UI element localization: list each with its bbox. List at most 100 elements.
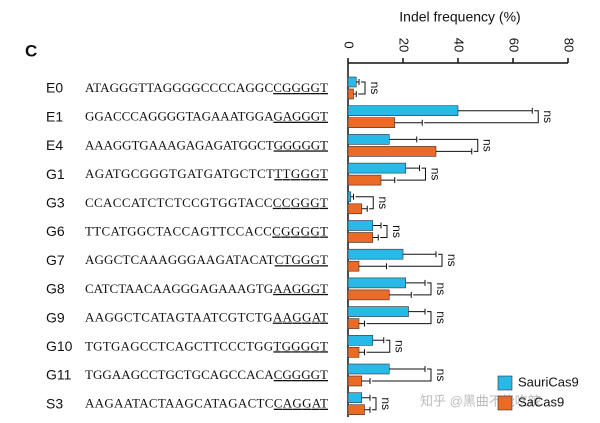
error-bar [389,136,418,143]
error-bar [405,165,420,172]
sequence-body: CATCTAACAAGGGAGAAAGTG [85,281,273,296]
sequence-body: AAGGCTCATAGTAATCGTCTG [85,310,273,325]
annotation: ns [434,311,448,324]
pam: CTGGGT [275,252,328,267]
annotation: ns [368,82,382,95]
sequence-body: AAAGGTGAAAGAGAGATGGCT [85,137,274,152]
legend-swatch [497,395,513,411]
row-label: E1 [46,108,63,124]
x-tick-label: 60 [507,38,522,52]
bar [347,248,404,260]
axis-title: Indel frequency (%) [399,9,520,25]
sequence-body: TGGAAGCCTGCTGCAGCCACA [85,367,274,382]
bar [347,260,360,272]
sequence: AGGCTCAAAGGGAAGATACATCTGGGT [85,252,328,267]
bar [347,346,360,358]
row-label: G10 [46,338,73,354]
x-tick-label: 40 [452,38,467,52]
bracket [424,110,539,124]
bar [347,174,382,186]
error-bar [372,234,379,241]
error-bar [353,91,357,97]
error-bar [359,320,365,327]
bracket [366,339,391,353]
sequence-body: CCACCATCTCTCCGTGGTACC [85,195,272,210]
bar [347,203,363,215]
row-label: S3 [46,395,63,411]
pam: CCGGGT [273,195,328,210]
error-bar [389,366,426,372]
pam: CGGGGT [272,223,328,238]
sequence: GGACCCAGGGGTAGAAATGGAGAGGGT [85,109,328,124]
bar [347,392,363,404]
bar [347,146,437,157]
annotation: ns [393,340,407,353]
error-bar [403,251,437,258]
error-bar [361,394,371,401]
sequence: ATAGGGTTAGGGGCCCCAGGCCGGGGT [85,80,328,95]
sequence: TGTGAGCCTCAGCTTCCCTGGTGGGGT [85,338,328,353]
error-bar [361,205,368,212]
bracket [418,138,479,152]
x-tick-label: 0 [342,41,357,48]
bracket [388,253,443,267]
annotation: ns [434,369,448,382]
bar [347,363,390,375]
legend-label: SaCas9 [518,394,564,409]
pam: GAGGGT [273,109,328,124]
row-label: G7 [46,252,65,268]
sequence: AAGAATACTAAGCATAGACTCCAGGAT [85,396,328,411]
bar [347,375,363,387]
error-bar [359,263,387,270]
panel-label: C [25,41,37,60]
error-bar [372,222,382,229]
bar [347,404,365,416]
pam: GGGGGT [274,137,328,152]
row-label: G1 [46,166,65,182]
legend-label: SauriCas9 [518,374,579,389]
annotation: ns [541,110,555,123]
error-bar [408,308,426,315]
error-bar [372,337,385,344]
bracket [413,282,432,296]
row-label: E4 [46,137,63,153]
annotation: ns [379,397,393,410]
sequence-body: ATAGGGTTAGGGGCCCCAGGC [85,80,273,95]
bracket [366,311,432,325]
row-label: G3 [46,195,65,211]
bar [347,117,396,128]
error-bar [458,107,533,114]
sequence: AAAGGTGAAAGAGAGATGGCTGGGGGT [85,137,328,152]
error-bar [364,406,371,413]
error-bar [350,193,354,200]
bar [347,289,390,301]
bar [347,306,409,317]
annotation: ns [445,254,459,267]
error-bar [394,119,423,126]
bracket [358,81,366,95]
bracket [355,196,374,210]
pam: CGGGGT [273,80,328,95]
pam: CGGGGT [274,367,328,382]
error-bar [381,177,396,184]
row-label: E0 [46,80,63,96]
bar [347,134,390,145]
error-bar [436,148,473,155]
row-label: G8 [46,281,65,297]
pam: AAGGAT [273,310,328,325]
bracket [380,225,388,238]
pam: AAGGGT [273,281,328,296]
sequence-body: AAGAATACTAAGCATAGACTC [85,396,273,411]
sequence: TGGAAGCCTGCTGCAGCCACACGGGGT [85,367,328,382]
bar [347,334,374,346]
error-bar [359,349,365,356]
pam: TTGGGT [274,166,328,181]
annotation: ns [481,139,495,152]
sequence: CCACCATCTCTCCGTGGTACCCCGGGT [85,195,328,210]
bar [347,277,407,289]
sequence-body: AGATGCGGGTGATGATGCTCT [85,166,274,181]
bar [347,220,374,231]
sequence-body: GGACCCAGGGGTAGAAATGGA [85,109,274,124]
bar [347,105,459,116]
sequence-body: TGTGAGCCTCAGCTTCCCTGG [85,338,273,353]
